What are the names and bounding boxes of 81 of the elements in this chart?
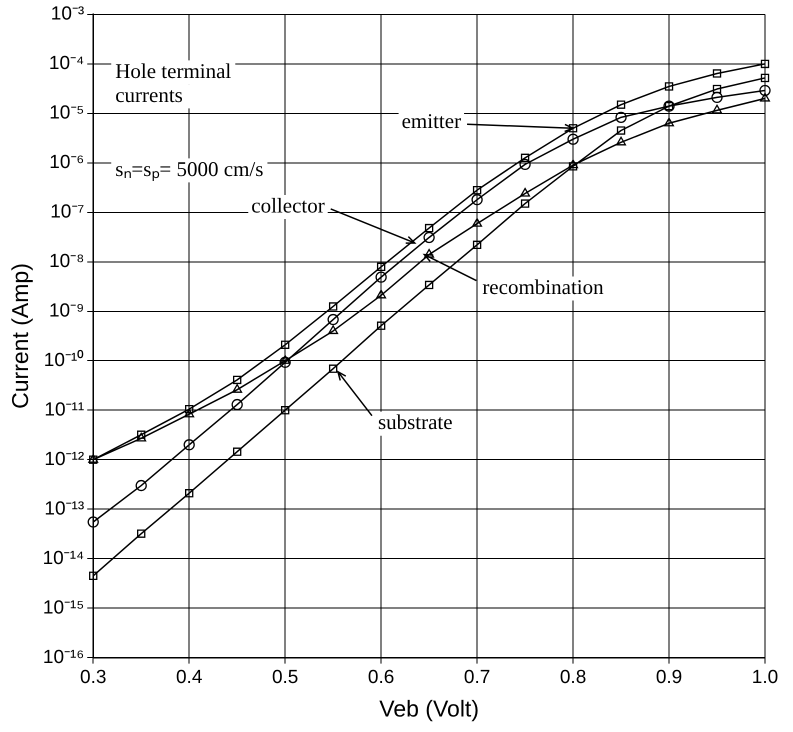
point bbox=[137, 430, 146, 439]
annotation: emitter bbox=[402, 108, 462, 133]
x-tick-label: 0.4 bbox=[176, 667, 203, 688]
point bbox=[89, 572, 98, 580]
point bbox=[328, 302, 338, 311]
y-tick-label: 10⁻¹⁶ bbox=[42, 646, 84, 668]
point bbox=[232, 376, 242, 384]
y-tick-label: 10⁻¹³ bbox=[44, 498, 84, 520]
point bbox=[472, 186, 482, 194]
point bbox=[375, 271, 387, 283]
point bbox=[472, 240, 482, 250]
y-tick-label: 10⁻⁷ bbox=[50, 202, 84, 223]
y-tick-label: 10⁻⁵ bbox=[49, 102, 84, 124]
point bbox=[424, 224, 434, 232]
point bbox=[711, 92, 723, 104]
point bbox=[520, 188, 530, 197]
point bbox=[423, 232, 435, 244]
point bbox=[424, 280, 434, 290]
annotation: collector bbox=[251, 193, 325, 218]
point bbox=[327, 314, 339, 326]
point bbox=[567, 134, 579, 145]
x-tick-label: 1.0 bbox=[752, 667, 778, 688]
x-tick-label: 0.5 bbox=[272, 667, 298, 688]
annotation: Hole terminal currents bbox=[115, 58, 232, 107]
annotation: sₙ=sₚ= 5000 cm/s bbox=[115, 156, 264, 182]
y-tick-label: 10⁻¹² bbox=[44, 448, 84, 470]
point bbox=[712, 104, 722, 114]
y-tick-label: 10⁻⁶ bbox=[49, 152, 84, 174]
x-tick-label: 0.9 bbox=[656, 667, 682, 688]
point bbox=[424, 248, 434, 258]
point bbox=[616, 100, 626, 109]
point bbox=[328, 325, 338, 334]
x-tick-label: 0.6 bbox=[368, 667, 394, 688]
point bbox=[232, 398, 243, 410]
point bbox=[280, 356, 291, 368]
point bbox=[185, 489, 194, 498]
annotation: recombination bbox=[482, 275, 604, 300]
point bbox=[280, 406, 290, 414]
point bbox=[760, 92, 770, 102]
point bbox=[472, 218, 482, 227]
point bbox=[136, 432, 146, 442]
point bbox=[232, 448, 242, 456]
point bbox=[712, 84, 722, 94]
point bbox=[664, 82, 674, 91]
x-tick-label: 0.3 bbox=[80, 667, 106, 688]
y-tick-label: 10⁻¹⁵ bbox=[42, 597, 84, 618]
y-tick-label: 10⁻⁴ bbox=[48, 53, 84, 74]
point bbox=[520, 154, 530, 162]
point bbox=[376, 290, 386, 298]
x-axis-title: Veb (Volt) bbox=[379, 696, 479, 722]
y-axis-title: Current (Amp) bbox=[7, 263, 34, 409]
point bbox=[376, 262, 386, 272]
x-tick-label: 0.7 bbox=[464, 667, 490, 688]
y-tick-label: 10⁻¹⁴ bbox=[42, 548, 84, 569]
annotation: substrate bbox=[378, 410, 453, 434]
point bbox=[136, 480, 147, 492]
point bbox=[616, 136, 626, 146]
point bbox=[616, 126, 626, 135]
point bbox=[88, 516, 99, 528]
y-tick-label: 10⁻¹⁰ bbox=[44, 348, 84, 371]
point bbox=[520, 199, 530, 208]
x-tick-label: 0.8 bbox=[560, 667, 586, 688]
point bbox=[232, 384, 242, 393]
point bbox=[759, 84, 771, 96]
point bbox=[664, 118, 674, 126]
point bbox=[280, 340, 290, 349]
point bbox=[615, 112, 627, 124]
y-tick-label: 10⁻³ bbox=[50, 4, 84, 25]
point bbox=[471, 194, 483, 206]
point bbox=[137, 529, 146, 538]
point bbox=[184, 439, 195, 450]
point bbox=[568, 124, 578, 132]
point bbox=[760, 60, 770, 68]
point bbox=[712, 69, 722, 78]
y-tick-label: 10⁻¹¹ bbox=[44, 399, 84, 420]
y-tick-label: 10⁻⁹ bbox=[48, 300, 84, 322]
y-tick-label: 10⁻⁸ bbox=[49, 251, 84, 272]
point bbox=[760, 74, 770, 82]
point bbox=[519, 158, 531, 170]
point bbox=[376, 322, 386, 330]
point bbox=[328, 364, 338, 373]
